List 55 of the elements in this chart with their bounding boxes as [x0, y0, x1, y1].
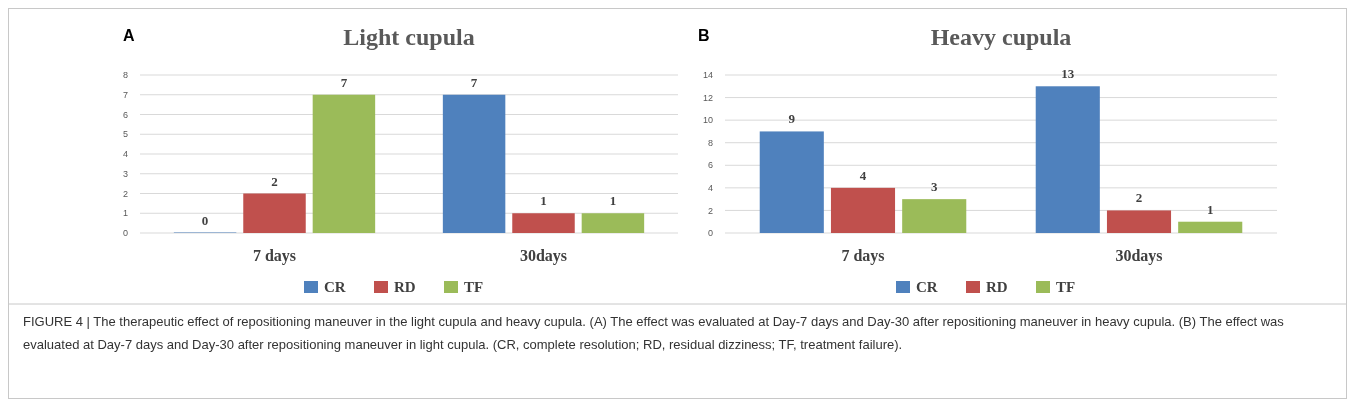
bar — [759, 131, 824, 233]
data-label: 13 — [1061, 66, 1075, 82]
bar — [442, 94, 506, 233]
data-label: 9 — [788, 111, 796, 127]
data-label: 3 — [930, 179, 938, 195]
legend-label: RD — [986, 279, 1008, 296]
bar — [581, 213, 645, 233]
y-tick-label: 4 — [122, 149, 128, 160]
chart-title: Heavy cupula — [930, 24, 1072, 50]
bar — [243, 193, 306, 233]
y-tick-label: 0 — [707, 228, 713, 239]
x-tick-label: 7 days — [252, 247, 297, 265]
x-tick-label: 30days — [1115, 247, 1163, 265]
data-label: 2 — [1135, 190, 1143, 206]
data-label: 1 — [1206, 201, 1214, 217]
y-tick-label: 5 — [122, 129, 128, 140]
text: A — [123, 27, 135, 44]
data-label: 7 — [470, 74, 478, 90]
chart-title: Light cupula — [343, 24, 475, 50]
legend-label: TF — [464, 279, 484, 296]
legend-label: CR — [916, 279, 938, 296]
y-tick-label: 0 — [122, 228, 128, 239]
x-tick-label: 7 days — [841, 247, 885, 265]
data-label: 1 — [540, 193, 547, 209]
data-label: 0 — [201, 213, 209, 228]
data-label: 2 — [271, 173, 278, 189]
data-label: 4 — [859, 167, 867, 183]
y-tick-label: 7 — [122, 89, 128, 100]
y-tick-label: 14 — [702, 70, 713, 81]
y-tick-label: 10 — [702, 115, 713, 126]
y-tick-label: 6 — [122, 109, 128, 120]
legend-label: RD — [394, 279, 416, 296]
bar — [1178, 221, 1243, 233]
legend-label: CR — [324, 279, 346, 296]
x-tick-label: 30days — [519, 247, 568, 265]
y-tick-label: 8 — [707, 137, 713, 148]
bar — [902, 199, 967, 233]
bar — [1035, 86, 1100, 233]
bar — [1106, 210, 1172, 233]
legend-label: TF — [1056, 279, 1076, 296]
y-tick-label: 12 — [702, 92, 713, 103]
caption: FIGURE 4 | The therapeutic effect of repositioning maneuver in the light cupula and heavy cupula. (A) The effect was evaluated at Day-7 days and Day-30 after repositioning maneuver in heavy cupula. (B) The effect was evaluated at Day-7 days and Day-30 after repositioning maneuver in light cupula. (CR, complete resolution; RD, residual dizziness; TF, treatment failure). — [23, 314, 1285, 352]
data-label: 1 — [609, 193, 617, 209]
text: B — [698, 27, 710, 44]
bar — [512, 213, 575, 233]
data-label: 7 — [340, 74, 348, 90]
y-tick-label: 8 — [122, 70, 128, 81]
bar — [830, 187, 896, 233]
y-tick-label: 2 — [707, 205, 713, 216]
y-tick-label: 4 — [707, 183, 713, 194]
y-tick-label: 1 — [122, 208, 128, 219]
bar — [312, 94, 376, 233]
y-tick-label: 3 — [122, 168, 128, 179]
y-tick-label: 2 — [122, 188, 128, 199]
y-tick-label: 6 — [707, 160, 713, 171]
